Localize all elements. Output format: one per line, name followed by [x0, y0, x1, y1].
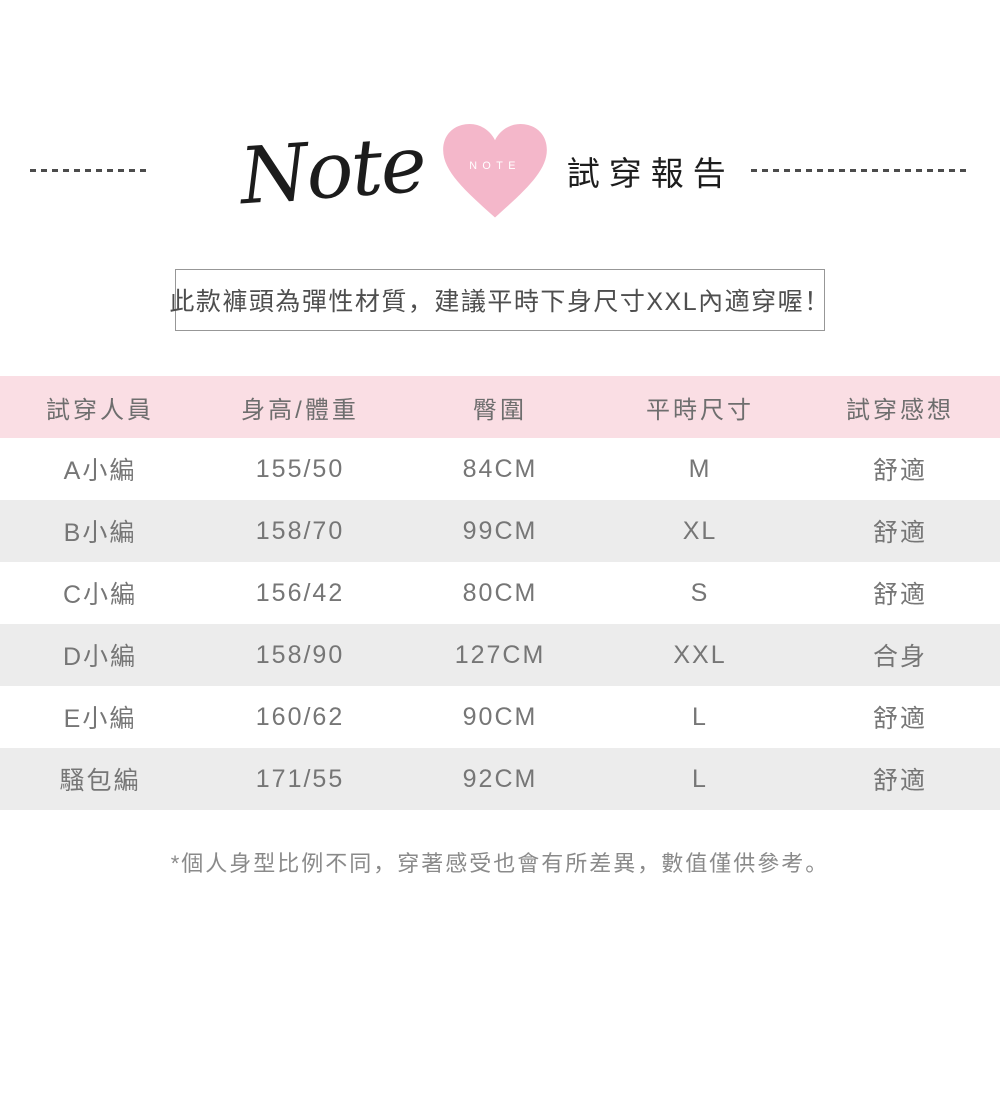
table-cell: 156/42 [255, 578, 345, 607]
table-row: A小編 155/50 84CM M 舒適 [0, 438, 1000, 500]
dashed-line-left [30, 169, 148, 172]
script-note-text: Note [237, 119, 428, 222]
column-header: 平時尺寸 [646, 396, 754, 424]
table-cell: 90CM [462, 702, 538, 731]
table-cell: XXL [673, 640, 727, 669]
footnote: *個人身型比例不同，穿著感受也會有所差異，數值僅供參考。 [170, 851, 830, 876]
tryon-table: 試穿人員 身高/體重 臀圍 平時尺寸 試穿感想 A小編 155/50 84CM M 舒適 B小編 1… [0, 376, 1000, 810]
notice-text: 此款褲頭為彈性材質，建議平時下身尺寸XXL內適穿喔！ [169, 288, 831, 316]
table-cell: 171/55 [255, 764, 345, 793]
table-cell: 155/50 [255, 454, 345, 483]
table-row: C小編 156/42 80CM S 舒適 [0, 562, 1000, 624]
table-cell: L [692, 702, 708, 731]
page-title: 試穿報告 [566, 154, 735, 192]
tryon-report-page: Note NOTE 試穿報告 此款褲頭為彈性材質，建議平時下身尺寸XXL內適穿喔… [0, 103, 1000, 1103]
column-header: 試穿感想 [846, 396, 954, 424]
table-header: 試穿人員 身高/體重 臀圍 平時尺寸 試穿感想 [0, 376, 1000, 438]
table-row: 騷包編 171/55 92CM L 舒適 [0, 748, 1000, 810]
table-cell: 158/90 [255, 640, 345, 669]
header: Note NOTE 試穿報告 [0, 103, 1000, 238]
table-cell: 合身 [872, 643, 927, 671]
column-header: 臀圍 [473, 396, 527, 424]
table-row: E小編 160/62 90CM L 舒適 [0, 686, 1000, 748]
table-cell: L [692, 764, 708, 793]
table-cell: 99CM [462, 516, 538, 545]
table-cell: 舒適 [872, 767, 927, 795]
table-cell: 舒適 [872, 705, 927, 733]
table-cell: 舒適 [872, 519, 927, 547]
table-cell: M [688, 454, 712, 483]
table-cell: 160/62 [255, 702, 345, 731]
table-cell: D小編 [62, 643, 138, 671]
table-cell: 舒適 [872, 457, 927, 485]
table-cell: 127CM [454, 640, 546, 669]
column-header: 身高/體重 [241, 396, 359, 424]
table-cell: C小編 [62, 581, 138, 609]
heart-shape [442, 123, 547, 217]
heart-icon: NOTE [441, 121, 549, 221]
table-cell: 舒適 [872, 581, 927, 609]
table-cell: 92CM [462, 764, 538, 793]
table-cell: A小編 [63, 457, 137, 485]
table-cell: S [690, 578, 710, 607]
column-header: 試穿人員 [46, 396, 154, 424]
table-row: D小編 158/90 127CM XXL 合身 [0, 624, 1000, 686]
notice-box: 此款褲頭為彈性材質，建議平時下身尺寸XXL內適穿喔！ [169, 269, 829, 331]
table-cell: XL [682, 516, 718, 545]
table-row: B小編 158/70 99CM XL 舒適 [0, 500, 1000, 562]
table-cell: 158/70 [255, 516, 345, 545]
table-cell: 80CM [462, 578, 538, 607]
dashed-line-right [750, 169, 968, 172]
table-body: A小編 155/50 84CM M 舒適 B小編 158/70 99CM XL 舒適 C小編 156/… [0, 438, 1000, 810]
table-cell: B小編 [63, 519, 137, 547]
table-header-row: 試穿人員 身高/體重 臀圍 平時尺寸 試穿感想 [0, 376, 1000, 438]
table-cell: E小編 [63, 705, 137, 733]
heart-note-label: NOTE [469, 159, 521, 171]
table-cell: 84CM [462, 454, 538, 483]
table-cell: 騷包編 [59, 767, 141, 795]
